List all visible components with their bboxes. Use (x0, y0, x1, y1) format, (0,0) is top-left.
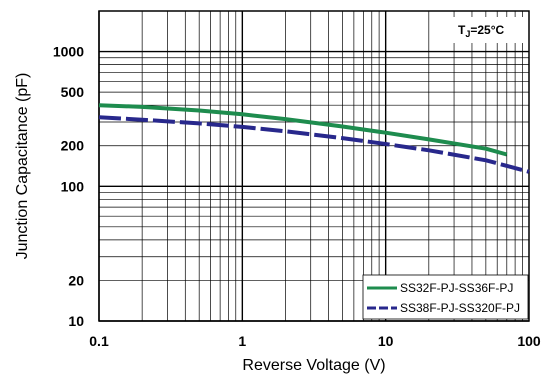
plot-frame (98, 10, 530, 322)
y-tick-labels: 10 20 100 200 500 1000 (53, 44, 84, 329)
y-tick-label: 20 (68, 272, 84, 288)
y-tick-label: 10 (68, 313, 84, 329)
y-tick-label: 1000 (53, 44, 84, 60)
y-axis-title: Junction Capacitance (pF) (14, 73, 31, 260)
annotation-rest: =25°C (470, 23, 504, 37)
svg-text:TJ=25°C: TJ=25°C (458, 23, 505, 39)
x-tick-labels: 0.1 1 10 100 (89, 333, 541, 349)
legend-label-1: SS32F-PJ-SS36F-PJ (400, 281, 513, 295)
x-tick-label: 10 (378, 333, 394, 349)
data-series (98, 103, 530, 174)
legend-label-2: SS38F-PJ-SS320F-PJ (400, 301, 520, 315)
x-tick-label: 0.1 (89, 333, 109, 349)
series-line-1 (98, 103, 508, 157)
temperature-annotation: TJ=25°C (445, 17, 523, 43)
x-tick-label: 1 (238, 333, 246, 349)
series-line-2 (98, 115, 530, 174)
legend-box (362, 274, 529, 320)
x-axis-title: Reverse Voltage (V) (242, 357, 385, 374)
annotation-sub: J (465, 29, 470, 39)
x-tick-label: 100 (517, 333, 541, 349)
legend: SS32F-PJ-SS36F-PJ SS38F-PJ-SS320F-PJ (362, 274, 529, 320)
y-tick-label: 500 (61, 84, 85, 100)
annotation-main: T (458, 23, 466, 37)
y-tick-label: 200 (61, 138, 85, 154)
y-tick-label: 100 (61, 178, 85, 194)
plot-background (99, 11, 529, 321)
